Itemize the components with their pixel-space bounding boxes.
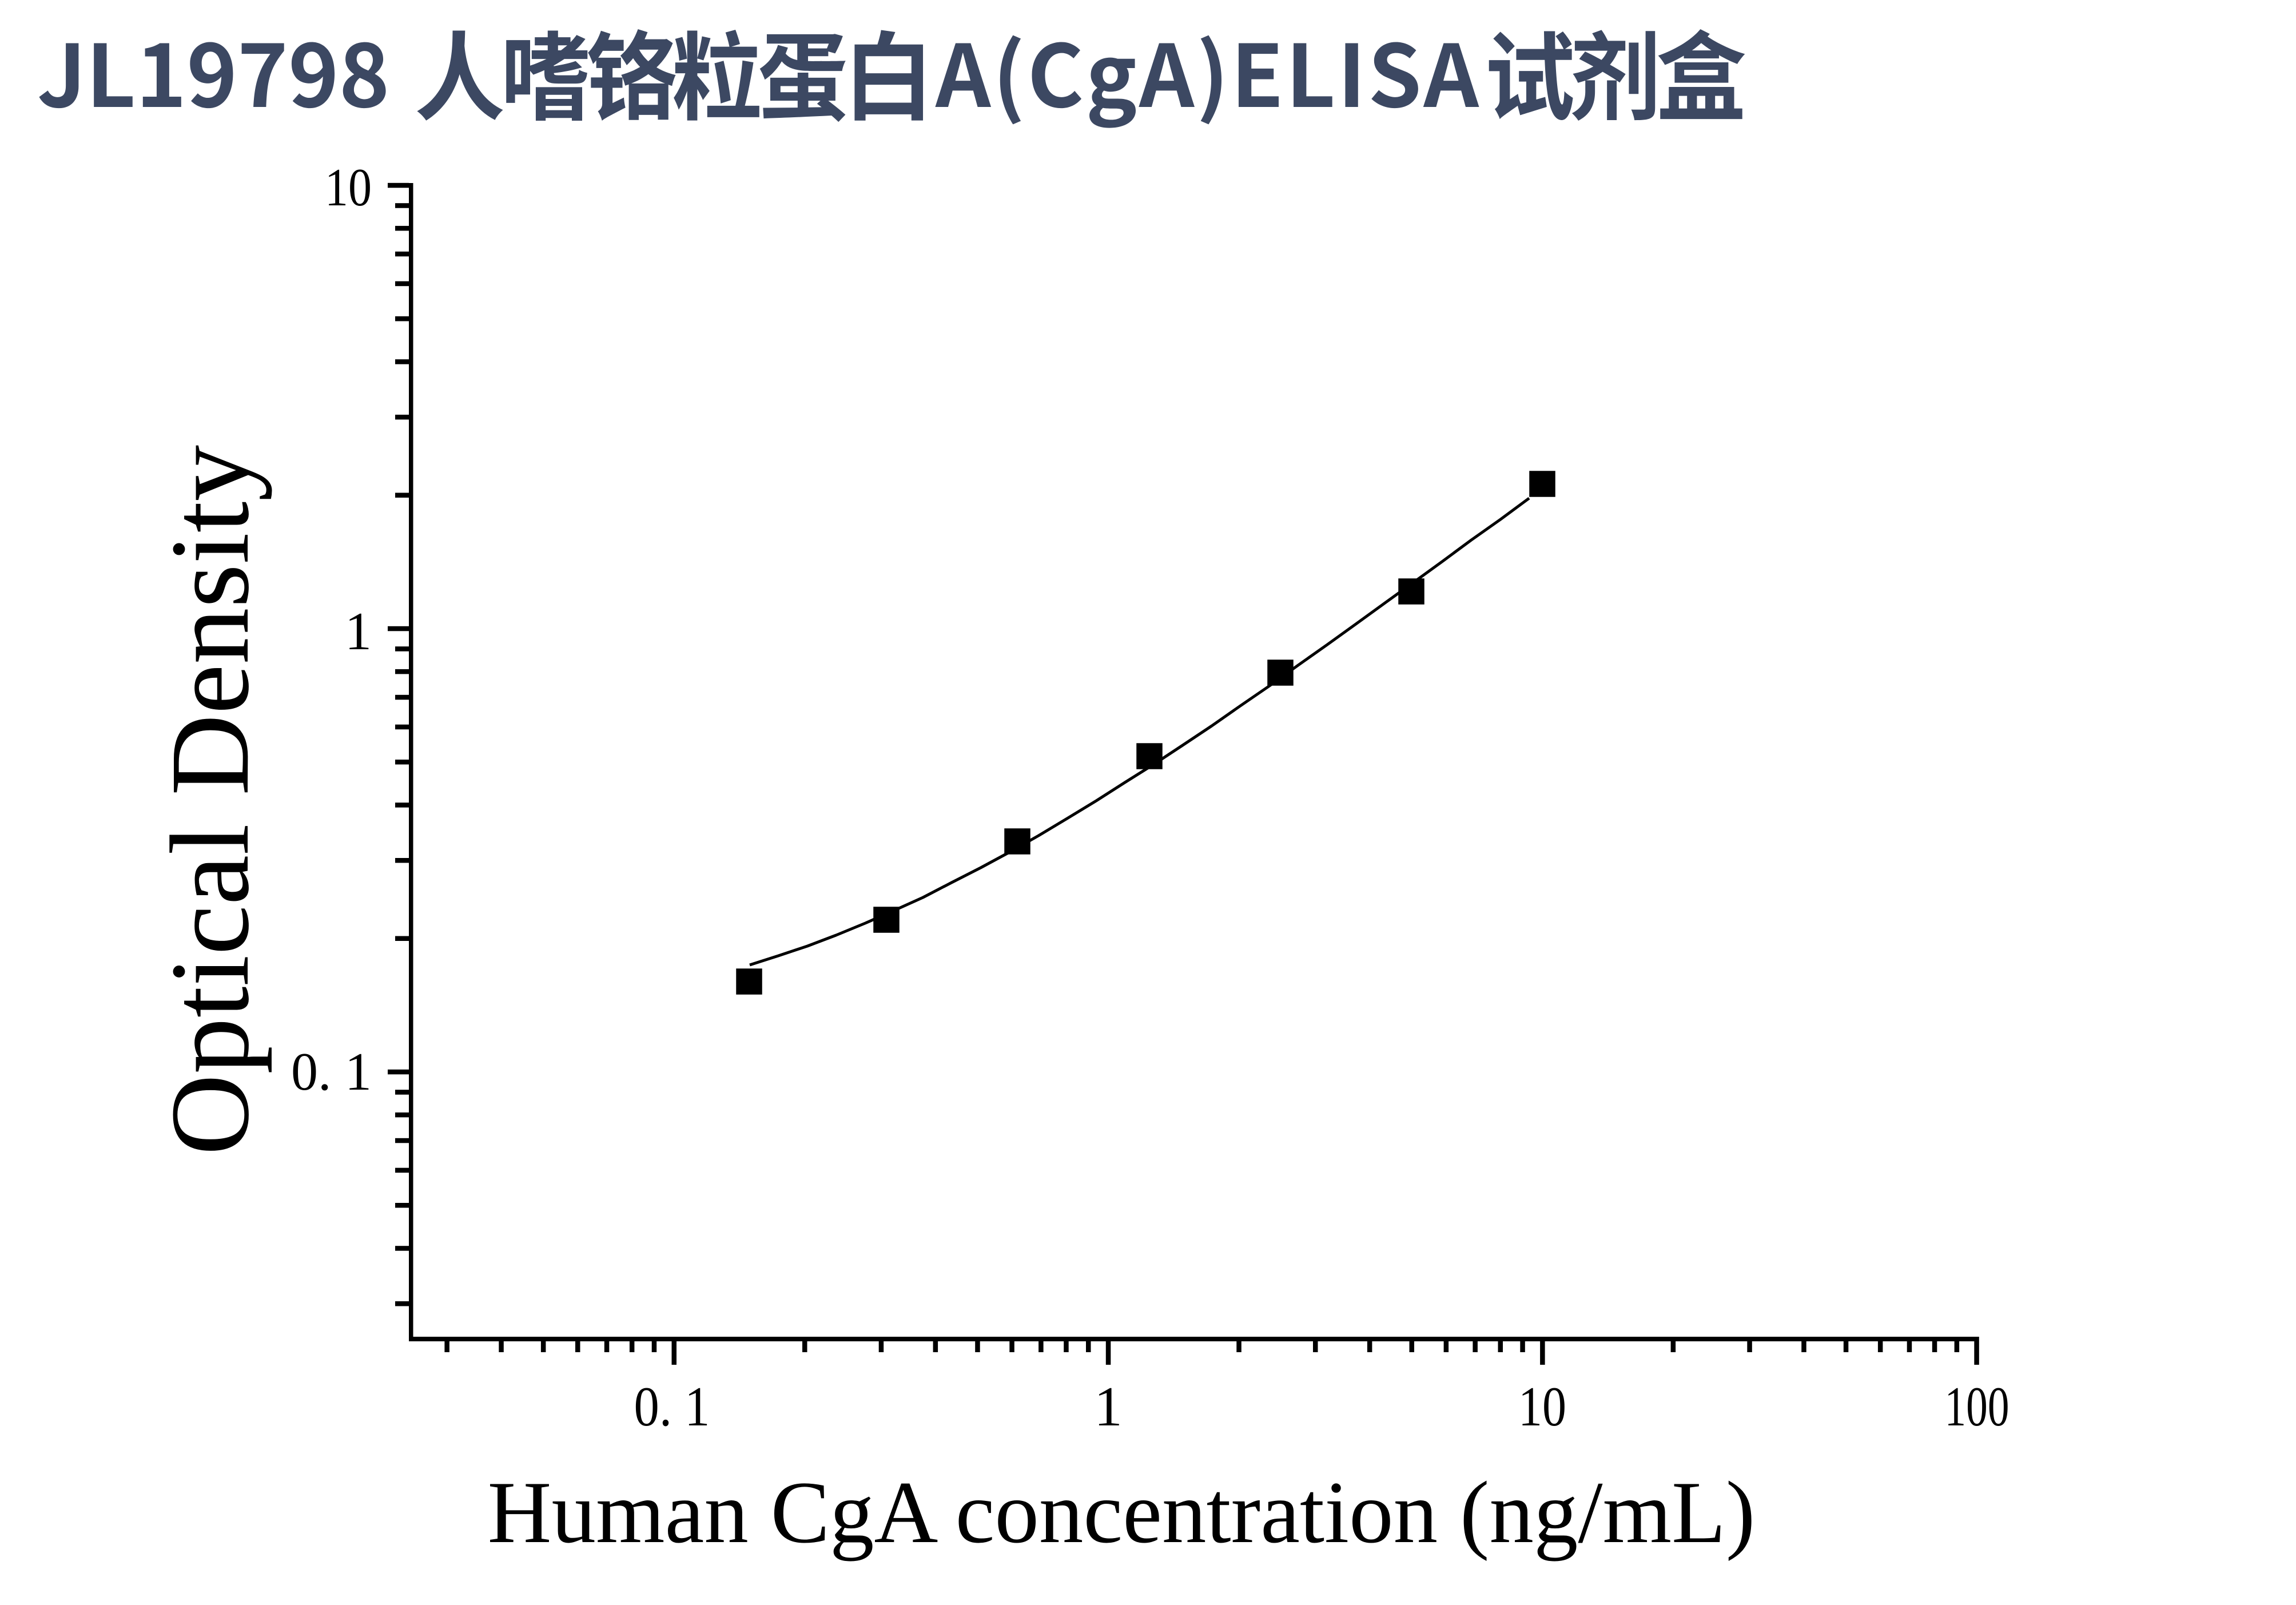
- svg-text:0. 1: 0. 1: [634, 1376, 710, 1438]
- svg-text:Optical Density: Optical Density: [147, 445, 272, 1155]
- svg-text:1: 1: [345, 602, 372, 661]
- svg-text:100: 100: [1945, 1376, 2010, 1438]
- svg-text:10: 10: [325, 158, 372, 217]
- svg-text:Human CgA concentration (ng/mL: Human CgA concentration (ng/mL): [488, 1463, 1756, 1562]
- svg-text:10: 10: [1518, 1376, 1566, 1438]
- svg-text:1: 1: [1094, 1376, 1123, 1438]
- svg-text:0. 1: 0. 1: [291, 1042, 372, 1102]
